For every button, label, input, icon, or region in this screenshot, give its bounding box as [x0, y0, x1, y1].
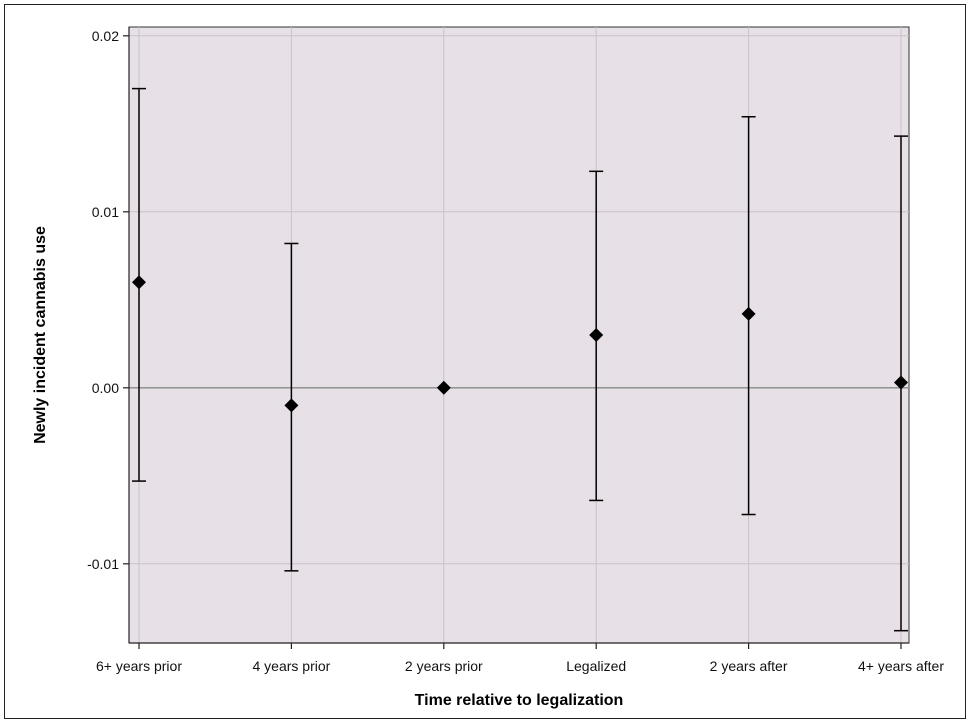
chart: 0.02 0.01 0.00 -0.01 6+ years prior 4 years p… — [32, 26, 944, 709]
point-marker — [132, 275, 146, 290]
y-tick-label: -0.01 — [87, 556, 119, 572]
point-marker — [436, 380, 451, 395]
y-tick-label: 0.01 — [92, 204, 119, 220]
tick-labels: 0.02 0.01 0.00 -0.01 6+ years prior 4 years p… — [87, 28, 944, 674]
point-marker — [741, 306, 756, 321]
figure-frame: 0.02 0.01 0.00 -0.01 6+ years prior 4 years p… — [4, 4, 966, 719]
point-marker — [284, 398, 299, 413]
x-tick-label: 6+ years prior — [96, 658, 182, 674]
plot-area — [128, 26, 910, 644]
y-axis-title: Newly incident cannabis use — [32, 226, 49, 444]
x-tick-label: Legalized — [566, 658, 626, 674]
y-tick-label: 0.00 — [92, 380, 119, 396]
point-marker — [589, 328, 604, 342]
x-tick-label: 2 years prior — [405, 658, 483, 674]
y-tick-label: 0.02 — [92, 28, 119, 44]
x-tick-label: 2 years after — [710, 658, 788, 674]
axes — [123, 27, 909, 649]
x-axis-title: Time relative to legalization — [415, 692, 624, 709]
x-tick-label: 4 years prior — [252, 658, 330, 674]
point-markers — [132, 275, 908, 413]
point-marker — [894, 375, 908, 390]
x-tick-label: 4+ years after — [858, 658, 944, 674]
